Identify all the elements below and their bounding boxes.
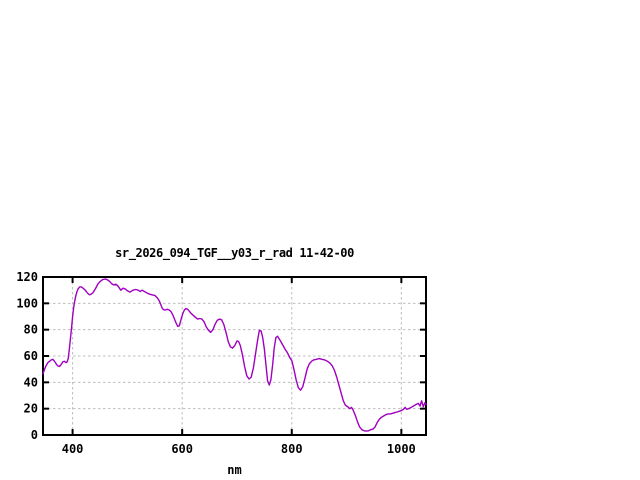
plot-frame (42, 276, 427, 436)
y-tick-label: 120 (16, 270, 38, 284)
y-tick-label: 60 (24, 349, 38, 363)
x-axis-label: nm (227, 463, 242, 477)
x-tick-label: 400 (62, 442, 84, 456)
y-tick-label: 100 (16, 296, 38, 310)
spectrum-line (42, 278, 427, 432)
y-tick-label: 40 (24, 375, 38, 389)
x-tick-label: 600 (171, 442, 193, 456)
chart-title: sr_2026_094_TGF__y03_r_rad 11-42-00 (115, 246, 354, 260)
x-tick-label: 1000 (387, 442, 416, 456)
x-tick-label: 800 (281, 442, 303, 456)
y-tick-label: 0 (31, 428, 38, 442)
y-tick-label: 20 (24, 402, 38, 416)
y-tick-label: 80 (24, 323, 38, 337)
